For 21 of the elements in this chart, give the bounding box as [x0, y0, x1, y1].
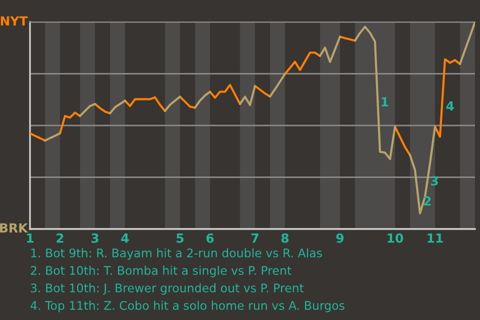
x-tick-label: 6 [206, 233, 214, 243]
text: 2. Bot 10th: T. Bomba hit a single vs P. Prent [30, 266, 292, 278]
annotation: 1 [382, 97, 388, 106]
annotation: 2 [424, 196, 431, 206]
text: BRK [0, 223, 28, 232]
x-tick-label: 2 [56, 233, 64, 243]
x-tick-label: 9 [336, 233, 344, 243]
text: 3. Bot 10th: J. Brewer grounded out vs P. Prent [30, 283, 304, 295]
x-tick-label: 7 [251, 234, 258, 243]
x-tick-label: 4 [121, 234, 129, 243]
x-tick-label: 3 [91, 233, 98, 243]
x-tick-label: 11 [428, 234, 443, 243]
annotation: 3 [430, 176, 438, 186]
x-tick-label: 10 [388, 233, 404, 243]
x-tick-label: 8 [281, 233, 289, 243]
text: NYT [0, 16, 28, 26]
x-tick-label: 5 [176, 234, 184, 243]
text: 1. Bot 9th: R. Bayam hit a 2-run double vs R. Alas [31, 248, 322, 260]
text: 4. Top 11th: Z. Cobo hit a solo home run vs A. Burgos [30, 300, 344, 312]
annotation: 4 [446, 101, 454, 111]
x-tick-label: 1 [27, 234, 34, 243]
